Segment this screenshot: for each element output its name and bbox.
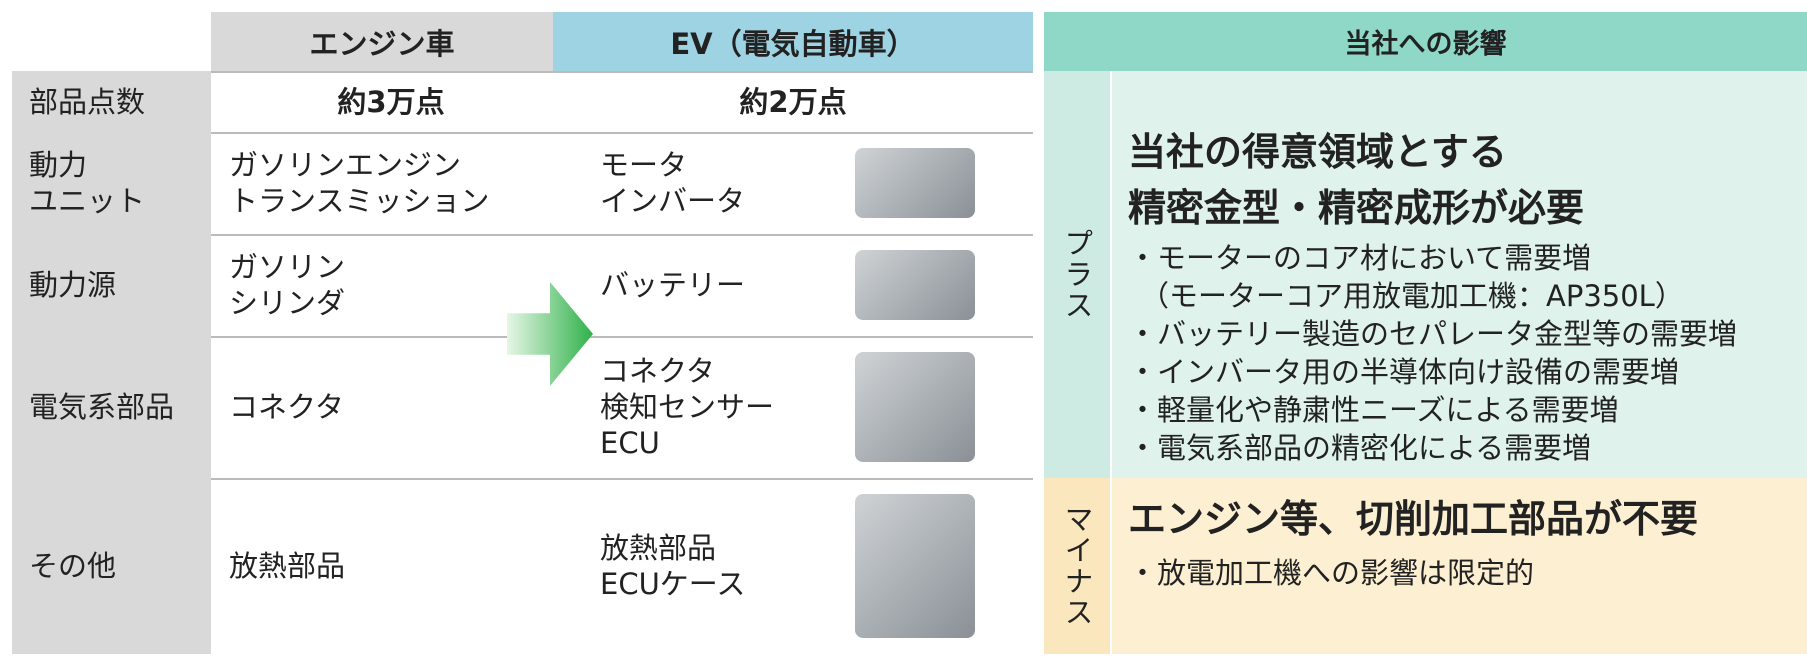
bullet: ・放電加工機への影響は限定的 — [1128, 556, 1535, 591]
section-bg — [1044, 71, 1807, 478]
text-line: 約3万点 — [337, 84, 445, 119]
row-divider — [12, 132, 1033, 134]
product-image — [855, 352, 975, 462]
product-image — [855, 148, 975, 218]
bullet: （モーターコア用放電加工機：AP350L） — [1140, 279, 1684, 313]
engine-cell: コネクタ — [211, 336, 553, 478]
text-line: ECUケース — [600, 567, 746, 601]
engine-cell: 約3万点 — [211, 71, 553, 132]
ev-cell: 約2万点 — [553, 71, 1033, 132]
text-line: ガソリン — [229, 250, 346, 284]
engine-cell: ガソリンエンジン トランスミッション — [211, 132, 553, 234]
text-line: コネクタ — [229, 390, 344, 424]
ev-cell: バッテリー — [600, 234, 850, 336]
text-line: モータ — [600, 148, 688, 182]
text-line: 部品点数 — [29, 84, 146, 119]
text-line: 検知センサー — [600, 390, 775, 424]
row-label: その他 — [12, 478, 211, 654]
text-line: エンジン等、切削加工部品が不要 — [1128, 497, 1699, 542]
text-line: ECU — [600, 426, 660, 460]
row-label: 部品点数 — [12, 71, 211, 132]
text-line: シリンダ — [229, 286, 346, 320]
header-cell: EV（電気自動車） — [553, 12, 1033, 71]
text-line: インバータ — [600, 184, 746, 218]
text-line: バッテリー — [600, 268, 746, 302]
row-label: 動力源 — [12, 234, 211, 336]
text-line: 当社の得意領域とする — [1128, 130, 1507, 174]
product-image — [855, 250, 975, 320]
row-divider — [12, 478, 1033, 480]
text-line: 電気系部品 — [29, 390, 175, 424]
bullet: ・インバータ用の半導体向け設備の需要増 — [1128, 355, 1680, 389]
bullet: ・バッテリー製造のセパレータ金型等の需要増 — [1128, 317, 1738, 351]
product-image — [855, 494, 975, 638]
impact-header: 当社への影響 — [1044, 12, 1807, 71]
section-bg — [1044, 478, 1807, 654]
engine-cell: ガソリン シリンダ — [211, 234, 553, 336]
text-line: 動力 — [29, 148, 88, 182]
header-cell: エンジン車 — [211, 12, 553, 71]
row-label: 電気系部品 — [12, 336, 211, 478]
text-line: 精密金型・精密成形が必要 — [1128, 186, 1585, 230]
section-label: マイナス — [1044, 478, 1110, 654]
ev-cell: 放熱部品 ECUケース — [600, 478, 850, 654]
text-line: その他 — [29, 549, 117, 583]
ev-cell: モータ インバータ — [600, 132, 850, 234]
text-line: 動力源 — [29, 268, 117, 302]
row-divider — [12, 71, 1033, 73]
divider — [1110, 71, 1112, 654]
bullet: ・軽量化や静粛性ニーズによる需要増 — [1128, 393, 1619, 427]
bullet: ・モーターのコア材において需要増 — [1128, 241, 1592, 275]
text-line: 放熱部品 — [600, 531, 717, 565]
text-line: 約2万点 — [739, 84, 847, 119]
text-line: トランスミッション — [229, 184, 490, 218]
engine-cell: 放熱部品 — [211, 478, 553, 654]
text-line: コネクタ — [600, 354, 715, 388]
bullet: ・電気系部品の精密化による需要増 — [1128, 431, 1592, 465]
ev-cell: コネクタ 検知センサー ECU — [600, 336, 850, 478]
text-line: ガソリンエンジン — [229, 148, 462, 182]
section-body: エンジン等、切削加工部品が不要・放電加工機への影響は限定的 — [1128, 485, 1807, 661]
text-line: 放熱部品 — [229, 549, 346, 583]
text-line: ユニット — [29, 184, 146, 218]
section-label: プラス — [1044, 71, 1110, 478]
section-body: 当社の得意領域とする精密金型・精密成形が必要・モーターのコア材において需要増 （モ… — [1128, 95, 1807, 502]
row-divider — [12, 234, 1033, 236]
row-label: 動力 ユニット — [12, 132, 211, 234]
